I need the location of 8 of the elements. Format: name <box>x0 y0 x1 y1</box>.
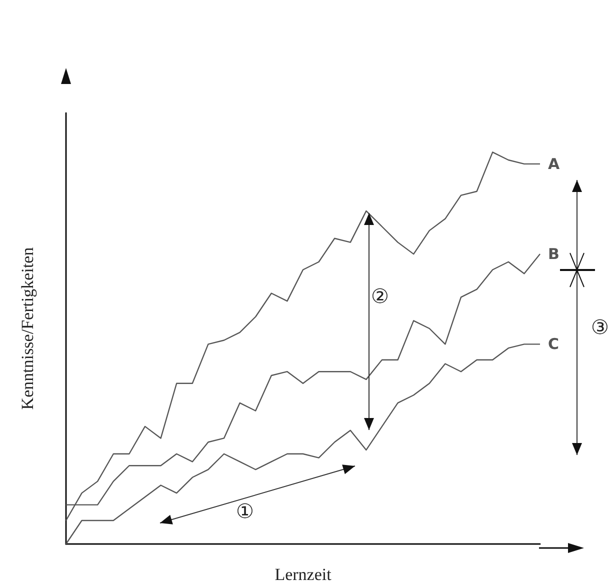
x-axis-title: Lernzeit <box>274 565 332 584</box>
series-label: C <box>548 335 560 354</box>
series-label: A <box>548 154 560 173</box>
annotation: ② <box>371 286 389 308</box>
y-axis-title: Kenntnisse/Fertigkeiten <box>18 246 37 410</box>
series-label: B <box>548 245 560 264</box>
text: ③ <box>591 317 609 339</box>
annotation: ① <box>236 501 254 523</box>
